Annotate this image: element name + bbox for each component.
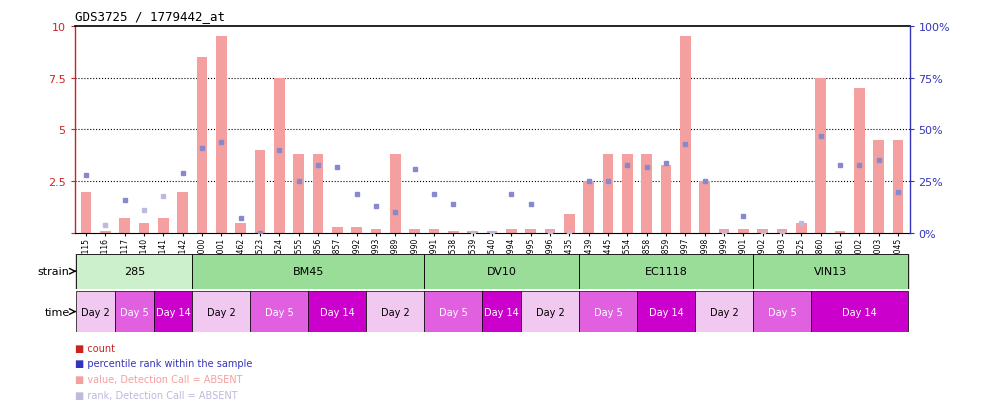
Bar <box>579 291 637 332</box>
Bar <box>293 155 304 233</box>
Bar <box>602 155 613 233</box>
Text: ■ count: ■ count <box>75 343 114 353</box>
Bar <box>77 291 115 332</box>
Bar <box>75 254 910 289</box>
Text: BM45: BM45 <box>292 266 324 277</box>
Bar <box>371 229 382 233</box>
Text: Day 14: Day 14 <box>842 307 877 317</box>
Bar <box>521 291 580 332</box>
Bar <box>428 229 439 233</box>
Bar <box>641 155 652 233</box>
Bar <box>695 291 753 332</box>
Bar <box>526 229 536 233</box>
Text: Day 5: Day 5 <box>120 307 149 317</box>
Text: Day 5: Day 5 <box>767 307 796 317</box>
Text: ■ value, Detection Call = ABSENT: ■ value, Detection Call = ABSENT <box>75 374 243 384</box>
Bar <box>308 291 367 332</box>
Bar <box>854 89 865 233</box>
Text: VIN13: VIN13 <box>814 266 847 277</box>
Bar <box>545 229 556 233</box>
Bar <box>313 155 323 233</box>
Bar <box>119 219 130 233</box>
Bar <box>874 140 884 233</box>
Bar <box>390 155 401 233</box>
Text: Day 2: Day 2 <box>207 307 236 317</box>
Bar <box>352 227 362 233</box>
Text: DV10: DV10 <box>487 266 517 277</box>
Text: 285: 285 <box>124 266 145 277</box>
Text: ■ percentile rank within the sample: ■ percentile rank within the sample <box>75 358 251 368</box>
Bar <box>410 229 420 233</box>
Bar <box>811 291 908 332</box>
Bar <box>815 78 826 233</box>
Bar <box>564 215 575 233</box>
Bar <box>154 291 193 332</box>
Text: Day 2: Day 2 <box>82 307 110 317</box>
Text: Day 5: Day 5 <box>593 307 622 317</box>
Bar <box>250 291 308 332</box>
Bar <box>158 219 169 233</box>
Bar <box>583 182 594 233</box>
Bar <box>236 223 247 233</box>
Bar <box>835 231 845 233</box>
Bar <box>139 223 149 233</box>
Bar <box>893 140 904 233</box>
Bar <box>254 151 265 233</box>
Bar <box>274 78 284 233</box>
Bar <box>216 37 227 233</box>
Bar <box>467 231 478 233</box>
Text: Day 2: Day 2 <box>710 307 739 317</box>
Text: Day 2: Day 2 <box>536 307 565 317</box>
Bar <box>197 58 208 233</box>
Bar <box>753 291 811 332</box>
Text: Day 14: Day 14 <box>484 307 519 317</box>
Bar <box>332 227 343 233</box>
Text: Day 14: Day 14 <box>649 307 683 317</box>
Bar <box>482 291 521 332</box>
Bar <box>738 229 748 233</box>
Text: Day 5: Day 5 <box>265 307 294 317</box>
Bar <box>637 291 695 332</box>
Bar <box>506 229 517 233</box>
Text: ■ rank, Detection Call = ABSENT: ■ rank, Detection Call = ABSENT <box>75 390 238 400</box>
Text: GDS3725 / 1779442_at: GDS3725 / 1779442_at <box>75 10 225 23</box>
Bar <box>424 291 482 332</box>
Bar <box>424 254 579 289</box>
Bar <box>757 229 768 233</box>
Text: EC1118: EC1118 <box>644 266 688 277</box>
Text: Day 14: Day 14 <box>320 307 355 317</box>
Bar <box>178 192 188 233</box>
Bar <box>77 254 193 289</box>
Bar <box>700 182 710 233</box>
Bar <box>367 291 424 332</box>
Text: strain: strain <box>38 266 70 277</box>
Bar <box>776 229 787 233</box>
Bar <box>115 291 154 332</box>
Text: Day 14: Day 14 <box>156 307 191 317</box>
Bar <box>719 229 730 233</box>
Bar <box>448 231 458 233</box>
Bar <box>193 254 424 289</box>
Bar <box>100 231 110 233</box>
Text: time: time <box>45 307 70 317</box>
Bar <box>622 155 632 233</box>
Bar <box>796 223 806 233</box>
Bar <box>680 37 691 233</box>
Bar <box>81 192 91 233</box>
Bar <box>661 165 671 233</box>
Bar <box>193 291 250 332</box>
Bar <box>753 254 908 289</box>
Bar <box>579 254 753 289</box>
Bar <box>487 231 497 233</box>
Text: Day 5: Day 5 <box>439 307 468 317</box>
Text: Day 2: Day 2 <box>381 307 410 317</box>
